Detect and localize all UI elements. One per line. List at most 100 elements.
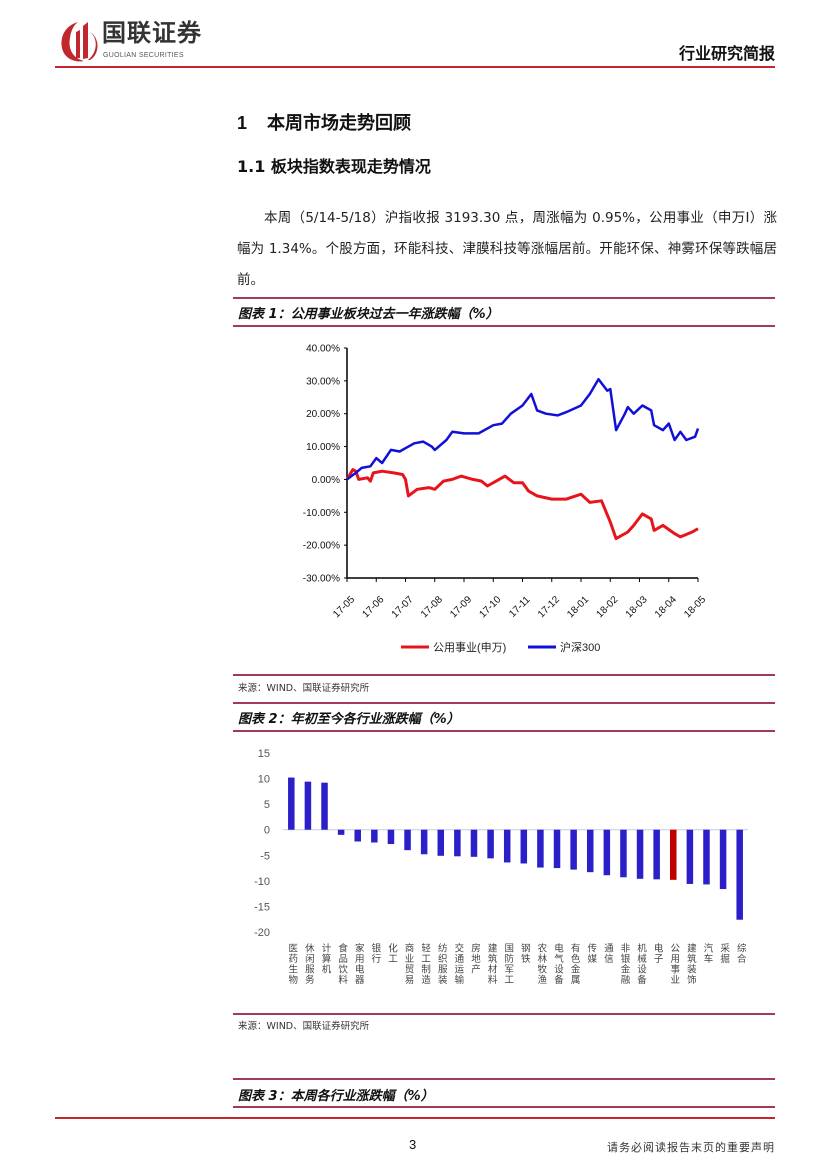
bar-电子 — [653, 829, 660, 880]
category-label: 汽车 — [701, 943, 713, 964]
bar-休闲服务 — [304, 781, 312, 830]
section-number: 1 — [237, 113, 248, 133]
bar-食品饮料 — [337, 829, 345, 835]
section-title: 本周市场走势回顾 — [267, 113, 411, 134]
legend-label: 沪深300 — [560, 640, 600, 654]
bar-电气设备 — [553, 829, 561, 869]
bar-农林牧渔 — [537, 829, 544, 868]
body-paragraph: 本周（5/14-5/18）沪指收报 3193.30 点，周涨幅为 0.95%，公… — [237, 210, 777, 288]
category-label: 综合 — [734, 943, 746, 964]
bar-采掘 — [719, 829, 727, 890]
figure2-source: 来源：WIND、国联证券研究所 — [238, 1021, 370, 1032]
x-tick-label: 17-06 — [361, 594, 387, 620]
category-label: 机械设备 — [635, 943, 647, 985]
category-label: 通信 — [601, 943, 613, 964]
y-tick-label: -10 — [254, 876, 270, 888]
category-label: 化工 — [385, 943, 397, 964]
x-tick-label: 18-02 — [595, 594, 621, 620]
category-label: 计算机 — [319, 943, 331, 975]
category-label: 商业贸易 — [402, 943, 414, 985]
x-tick-label: 17-09 — [448, 594, 474, 620]
y-tick-label: 5 — [264, 799, 270, 811]
y-tick-label: 40.00% — [306, 344, 340, 355]
figure1-caption: 图表 1：公用事业板块过去一年涨跌幅（%） — [238, 307, 499, 322]
figure-rule — [233, 1106, 775, 1108]
bar-建筑装饰 — [686, 829, 694, 884]
subsection-heading: 1.1 板块指数表现走势情况 — [237, 157, 431, 176]
x-tick-label: 17-10 — [478, 594, 504, 620]
x-tick-label: 18-03 — [624, 594, 650, 620]
company-name: 国联证券 — [102, 19, 202, 47]
bar-传媒 — [586, 829, 594, 873]
bar-钢铁 — [520, 829, 528, 864]
category-label: 传媒 — [585, 943, 597, 964]
bar-交通运输 — [454, 829, 461, 857]
category-label: 建筑材料 — [485, 943, 497, 985]
category-label: 国防军工 — [502, 943, 514, 985]
category-label: 银行 — [369, 943, 381, 964]
bar-国防军工 — [503, 829, 511, 863]
y-tick-label: 30.00% — [306, 376, 340, 387]
line-chart: 40.00% 30.00% 20.00% 10.00% 0.00% -10.00% -20.… — [303, 344, 709, 655]
bar-非银金融 — [620, 829, 627, 878]
figure-rule — [233, 297, 775, 299]
bar-建筑材料 — [487, 829, 494, 859]
y-tick-label: -10.00% — [303, 508, 340, 519]
bar-汽车 — [703, 829, 710, 885]
category-label: 公用事业 — [668, 943, 680, 985]
x-tick-label: 17-07 — [390, 594, 416, 620]
bar-通信 — [603, 829, 611, 876]
category-label: 休闲服务 — [302, 943, 314, 985]
figure-rule — [233, 730, 775, 732]
category-label: 农林牧渔 — [535, 943, 547, 985]
category-label: 采掘 — [718, 943, 730, 964]
x-tick-label: 18-05 — [682, 594, 708, 620]
category-label: 建筑装饰 — [684, 943, 696, 985]
category-label: 食品饮料 — [336, 943, 348, 985]
y-tick-label: 10 — [258, 774, 270, 786]
y-tick-label: -20 — [254, 927, 270, 939]
y-tick-label: -15 — [254, 901, 270, 913]
x-tick-label: 18-01 — [565, 594, 591, 620]
category-label: 钢铁 — [518, 943, 530, 964]
bar-chart: 15 10 5 0 -5 -10 -15 -20 — [254, 748, 748, 939]
figure-rule — [233, 702, 775, 704]
x-tick-label: 18-04 — [653, 594, 679, 620]
x-tick-label: 17-05 — [331, 594, 357, 620]
category-label: 医药生物 — [286, 943, 298, 985]
figure-rule — [233, 674, 775, 676]
bar-医药生物 — [288, 777, 295, 830]
x-tick-label: 17-11 — [507, 594, 533, 620]
figure1-source: 来源：WIND、国联证券研究所 — [238, 683, 370, 694]
bar-商业贸易 — [404, 829, 411, 851]
category-label: 家用电器 — [352, 943, 364, 985]
y-tick-label: 10.00% — [306, 442, 340, 453]
category-label: 电气设备 — [552, 943, 564, 985]
bar-纺织服装 — [437, 829, 445, 856]
series-line-0 — [345, 468, 699, 541]
figure-rule — [233, 1078, 775, 1080]
company-logo-icon — [61, 22, 98, 62]
figure-rule — [233, 325, 775, 327]
bar-计算机 — [321, 782, 328, 830]
bar-房地产 — [470, 829, 478, 857]
header-divider — [55, 66, 775, 68]
category-label: 有色金属 — [568, 943, 580, 985]
category-label: 房地产 — [468, 943, 480, 975]
figure2-caption: 图表 2：年初至今各行业涨跌幅（%） — [238, 712, 460, 727]
category-label: 电子 — [651, 943, 663, 964]
bar-家用电器 — [354, 829, 361, 842]
page-number: 3 — [409, 1137, 417, 1152]
figure3-caption: 图表 3：本周各行业涨跌幅（%） — [238, 1089, 434, 1104]
bar-化工 — [387, 829, 395, 845]
y-tick-label: 20.00% — [306, 409, 340, 420]
footer-disclaimer: 请务必阅读报告末页的重要声明 — [607, 1141, 775, 1154]
category-label: 纺织服装 — [435, 943, 447, 985]
bar-机械设备 — [636, 829, 644, 879]
y-tick-label: -20.00% — [303, 541, 340, 552]
y-tick-label: 0.00% — [312, 475, 340, 486]
figure-rule — [233, 1013, 775, 1015]
category-label: 非银金融 — [618, 943, 630, 985]
x-tick-label: 17-12 — [536, 594, 562, 620]
legend-label: 公用事业(申万) — [433, 641, 506, 654]
